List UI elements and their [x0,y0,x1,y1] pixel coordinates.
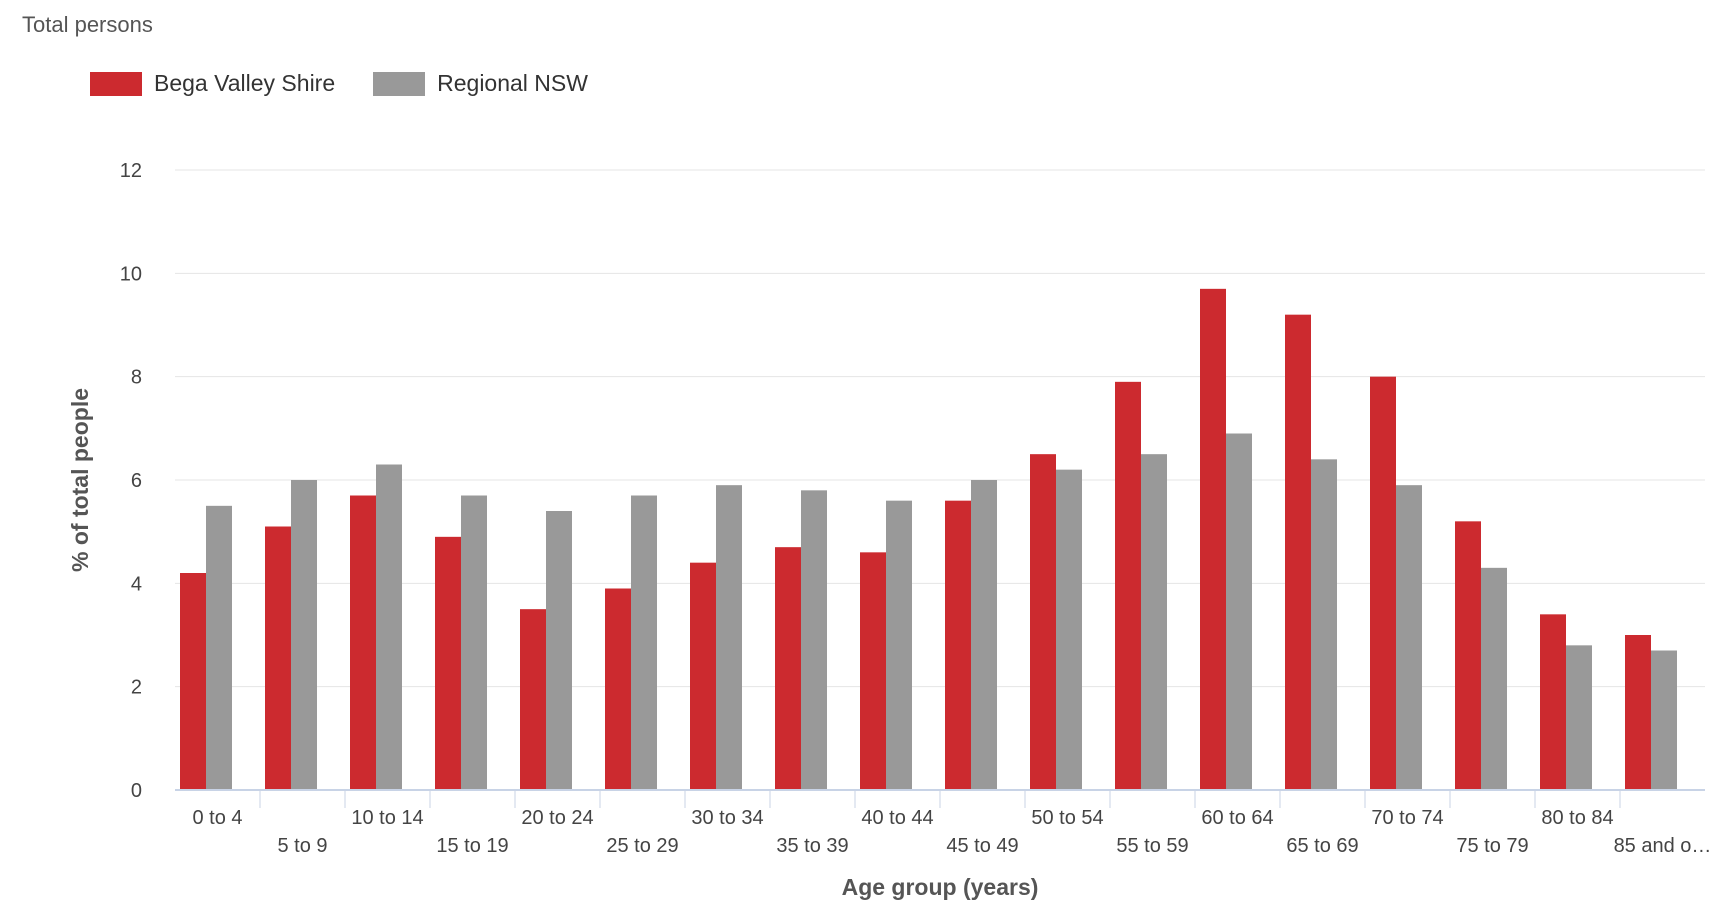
legend: Bega Valley Shire Regional NSW [90,70,588,97]
x-tick-label: 40 to 44 [861,807,933,829]
bar-bega-valley-shire[interactable] [1625,635,1651,790]
bar-bega-valley-shire[interactable] [1115,381,1141,790]
x-tick-label: 5 to 9 [277,835,327,857]
legend-item-bega-valley-shire[interactable]: Bega Valley Shire [90,70,335,97]
y-tick-label: 8 [131,367,142,389]
tick-labels: 0 2 4 6 8 10 12 0 to 4 5 to 9 10 to 14 15 to 19 20 … [120,160,1712,857]
y-tick-label: 0 [131,780,142,802]
bar-regional-nsw[interactable] [971,480,997,790]
bar-bega-valley-shire[interactable] [860,552,886,790]
x-tick-label: 55 to 59 [1116,835,1188,857]
bar-regional-nsw[interactable] [461,495,487,791]
bar-bega-valley-shire[interactable] [1370,376,1396,790]
bar-regional-nsw[interactable] [291,480,317,790]
x-axis [175,789,1705,808]
y-tick-label: 2 [131,677,142,699]
bar-regional-nsw[interactable] [1311,459,1337,790]
x-tick-label: 50 to 54 [1031,807,1103,829]
x-axis-title: Age group (years) [842,874,1039,900]
chart-title: Total persons [22,12,153,37]
bar-regional-nsw[interactable] [716,485,742,790]
x-tick-label: 80 to 84 [1541,807,1613,829]
legend-label-bega-valley-shire: Bega Valley Shire [154,70,336,96]
y-axis-title: % of total people [67,388,93,572]
bar-regional-nsw[interactable] [1141,454,1167,790]
y-tick-label: 10 [120,263,142,285]
bar-bega-valley-shire[interactable] [520,609,546,790]
x-tick-label: 45 to 49 [946,835,1018,857]
bar-bega-valley-shire[interactable] [775,547,801,790]
x-tick-label: 85 and o… [1614,835,1712,857]
bar-bega-valley-shire[interactable] [435,536,461,790]
bar-bega-valley-shire[interactable] [180,573,206,790]
y-tick-label: 6 [131,470,142,492]
x-tick-label: 25 to 29 [606,835,678,857]
bar-bega-valley-shire[interactable] [1285,314,1311,790]
x-tick-label: 20 to 24 [521,807,593,829]
bar-bega-valley-shire[interactable] [265,526,291,791]
bar-regional-nsw[interactable] [206,505,232,790]
legend-label-regional-nsw: Regional NSW [437,70,588,96]
legend-item-regional-nsw[interactable]: Regional NSW [373,70,588,97]
x-tick-label: 30 to 34 [691,807,763,829]
bar-regional-nsw[interactable] [886,500,912,790]
grid-lines [175,169,1705,688]
x-tick-label: 65 to 69 [1286,835,1358,857]
x-tick-label: 70 to 74 [1371,807,1443,829]
bar-regional-nsw[interactable] [631,495,657,791]
bar-bega-valley-shire[interactable] [1455,521,1481,790]
bar-regional-nsw[interactable] [1056,469,1082,790]
x-tick-label: 0 to 4 [192,807,242,829]
bar-regional-nsw[interactable] [1396,485,1422,790]
x-tick-label: 10 to 14 [351,807,423,829]
legend-swatch-bega-valley-shire [90,71,142,96]
y-tick-label: 4 [131,573,142,595]
bar-bega-valley-shire[interactable] [350,495,376,791]
bar-regional-nsw[interactable] [1481,567,1507,790]
bar-regional-nsw[interactable] [1566,645,1592,790]
y-tick-label: 12 [120,160,142,182]
bar-bega-valley-shire[interactable] [1540,614,1566,790]
bar-bega-valley-shire[interactable] [690,562,716,790]
bar-bega-valley-shire[interactable] [1200,288,1226,790]
bar-regional-nsw[interactable] [546,511,572,790]
bar-bega-valley-shire[interactable] [945,500,971,790]
x-tick-label: 75 to 79 [1456,835,1528,857]
bar-bega-valley-shire[interactable] [1030,454,1056,790]
bar-regional-nsw[interactable] [376,464,402,791]
x-tick-label: 35 to 39 [776,835,848,857]
bar-regional-nsw[interactable] [801,490,827,790]
legend-swatch-regional-nsw [373,71,426,96]
bar-bega-valley-shire[interactable] [605,588,631,791]
bars [180,288,1677,791]
x-tick-label: 15 to 19 [436,835,508,857]
bar-regional-nsw[interactable] [1226,433,1252,791]
x-tick-label: 60 to 64 [1201,807,1273,829]
bar-regional-nsw[interactable] [1651,650,1677,791]
